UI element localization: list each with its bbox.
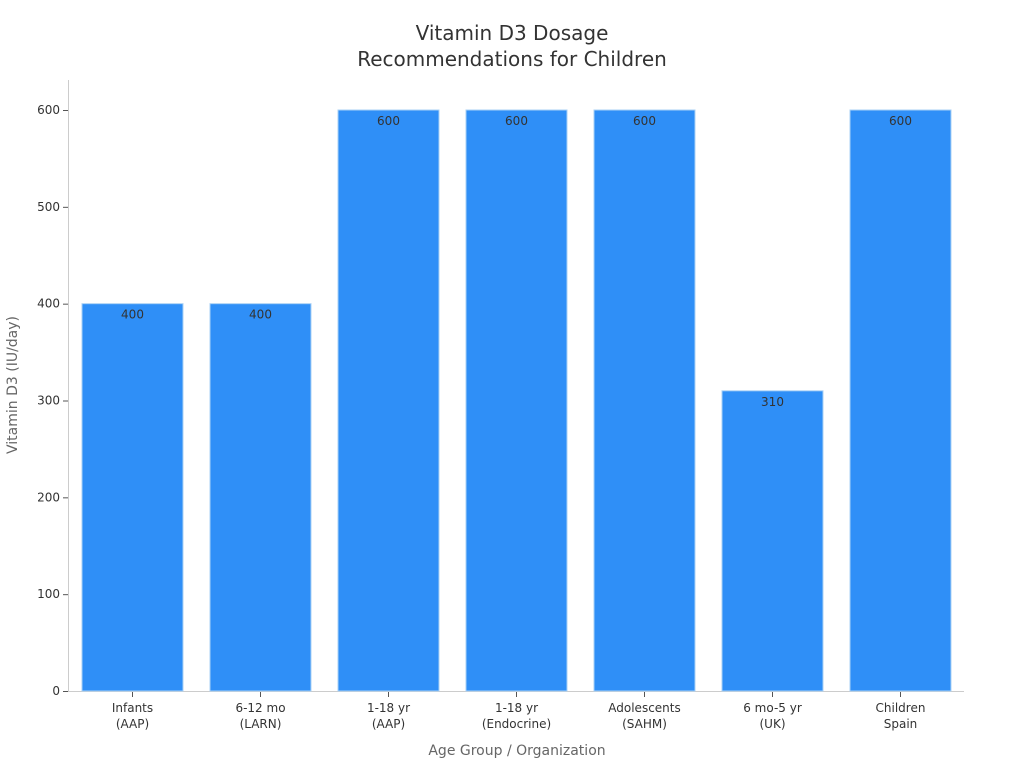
x-tick-label: (SAHM): [622, 717, 667, 731]
y-tick-label: 500: [37, 200, 60, 214]
x-tick-label: (AAP): [116, 717, 149, 731]
bar-value-label: 600: [889, 114, 912, 128]
bar-value-label: 400: [249, 308, 272, 322]
bar-value-label: 400: [121, 308, 144, 322]
y-tick-label: 0: [52, 684, 60, 698]
x-tick-label: (Endocrine): [482, 717, 551, 731]
y-tick-label: 100: [37, 587, 60, 601]
bar-value-label: 600: [377, 114, 400, 128]
chart-title-line-2: Recommendations for Children: [357, 47, 667, 71]
x-tick-label: 6 mo-5 yr: [743, 701, 802, 715]
bar: [337, 109, 440, 692]
x-tick-label: 6-12 mo: [235, 701, 285, 715]
chart-title-line-1: Vitamin D3 Dosage: [416, 21, 609, 45]
x-tick-label: (UK): [759, 717, 785, 731]
x-tick-label: Spain: [884, 717, 918, 731]
bar: [81, 303, 184, 692]
bar-value-label: 600: [633, 114, 656, 128]
x-tick-label: 1-18 yr: [495, 701, 538, 715]
x-tick-label: (AAP): [372, 717, 405, 731]
y-tick-label: 200: [37, 490, 60, 504]
y-axis-label: Vitamin D3 (IU/day): [5, 316, 21, 454]
bar: [465, 109, 568, 692]
x-tick-label: (LARN): [240, 717, 282, 731]
x-tick-label: Adolescents: [608, 701, 680, 715]
bar-value-label: 310: [761, 395, 784, 409]
x-tick-label: 1-18 yr: [367, 701, 410, 715]
x-tick-label: Children: [876, 701, 926, 715]
bar: [849, 109, 952, 692]
y-tick-label: 400: [37, 297, 60, 311]
y-tick-label: 600: [37, 103, 60, 117]
y-tick-label: 300: [37, 394, 60, 408]
x-axis-label: Age Group / Organization: [428, 743, 605, 759]
bar: [721, 390, 824, 692]
x-tick-label: Infants: [112, 701, 153, 715]
bar: [593, 109, 696, 692]
bar-value-label: 600: [505, 114, 528, 128]
bar: [209, 303, 312, 692]
